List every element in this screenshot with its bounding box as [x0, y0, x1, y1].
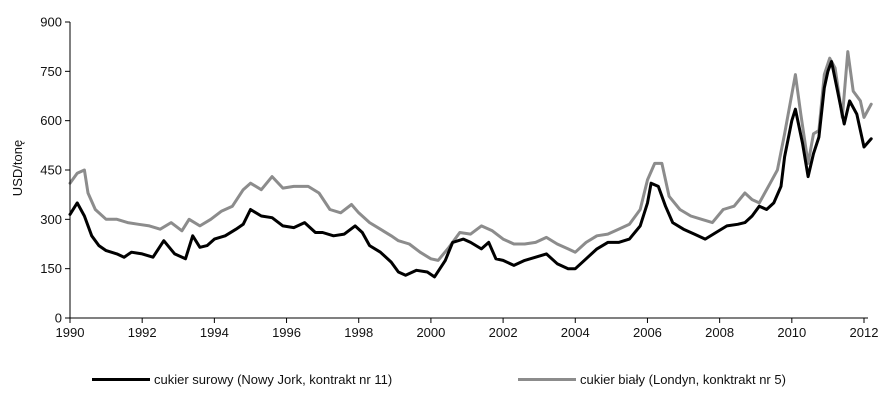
line-chart: 0 150 300 450 600 750 900 1990 1992 1994 1996 1998…: [10, 15, 879, 341]
y-tick-label: 150: [40, 261, 62, 276]
y-axis-ticks: 0 150 300 450 600 750 900: [40, 15, 70, 326]
series-line-white-sugar: [68, 50, 873, 262]
y-tick-label: 900: [40, 15, 62, 30]
legend-label-raw-sugar: cukier surowy (Nowy Jork, kontrakt nr 11…: [154, 372, 393, 387]
x-tick-label: 2002: [489, 325, 518, 340]
y-tick-label: 600: [40, 113, 62, 128]
x-tick-label: 1990: [56, 325, 85, 340]
x-tick-label: 2006: [633, 325, 662, 340]
series-line-raw-sugar: [68, 60, 873, 279]
legend-label-white-sugar: cukier biały (Londyn, konktrakt nr 5): [580, 372, 786, 387]
x-tick-label: 2004: [561, 325, 590, 340]
x-tick-label: 1994: [200, 325, 229, 340]
x-tick-label: 2000: [416, 325, 445, 340]
legend-swatch-raw-sugar: [92, 378, 150, 381]
x-axis-ticks: 1990 1992 1994 1996 1998 2000 2002 2004 2006 2008…: [56, 318, 879, 340]
y-tick-label: 750: [40, 64, 62, 79]
x-tick-label: 2012: [850, 325, 879, 340]
legend-item-raw-sugar: cukier surowy (Nowy Jork, kontrakt nr 11…: [92, 372, 392, 387]
y-axis-title: USD/tonę: [10, 140, 25, 196]
x-tick-label: 1992: [128, 325, 157, 340]
legend-swatch-white-sugar: [518, 378, 576, 381]
x-tick-label: 1996: [272, 325, 301, 340]
x-tick-label: 1998: [344, 325, 373, 340]
legend-item-white-sugar: cukier biały (Londyn, konktrakt nr 5): [518, 372, 786, 387]
y-tick-label: 0: [55, 311, 62, 326]
legend: cukier surowy (Nowy Jork, kontrakt nr 11…: [0, 372, 882, 392]
x-tick-label: 2010: [777, 325, 806, 340]
y-tick-label: 300: [40, 212, 62, 227]
x-tick-label: 2008: [705, 325, 734, 340]
y-tick-label: 450: [40, 163, 62, 178]
plot-lines: [68, 50, 873, 279]
